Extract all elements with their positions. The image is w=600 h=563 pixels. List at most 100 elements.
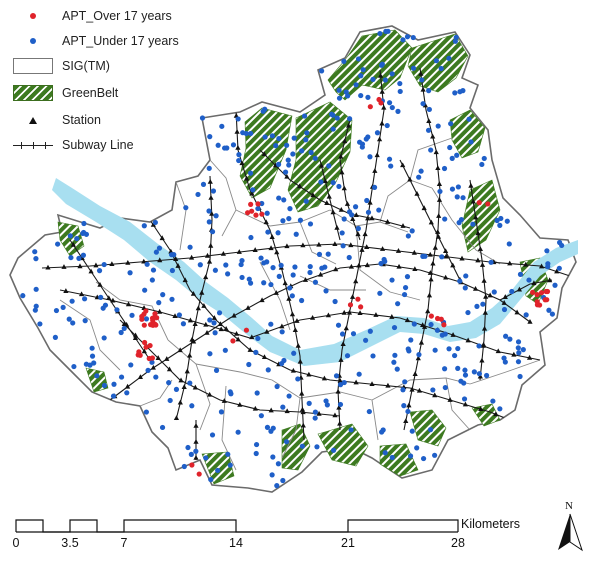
apt-under-point (333, 373, 340, 379)
station-marker (282, 280, 288, 286)
apt-under-point (101, 335, 107, 341)
station-marker (247, 347, 253, 352)
apt-under-point (269, 472, 275, 478)
station-marker (263, 219, 269, 225)
apt-under-point (52, 334, 58, 340)
apt-under-point (270, 265, 276, 271)
apt-under-point (506, 241, 512, 247)
apt-under-point (152, 219, 158, 226)
apt-under-point (167, 397, 173, 404)
apt-under-point (156, 300, 162, 306)
station-marker (531, 280, 537, 286)
apt-under-point (379, 61, 385, 67)
apt-under-point (337, 401, 344, 408)
apt-under-point (339, 331, 346, 337)
apt-under-point (433, 58, 440, 64)
apt-under-point (502, 359, 508, 365)
apt-under-point (222, 347, 228, 353)
apt-under-point (365, 209, 372, 215)
apt-under-point (504, 218, 510, 224)
station-marker (487, 292, 493, 298)
station-marker (294, 318, 300, 323)
apt-under-point (250, 187, 256, 193)
apt-under-point (470, 221, 476, 227)
apt-over-point (358, 304, 364, 310)
apt-under-point (454, 194, 460, 200)
apt-under-point (364, 197, 370, 204)
station-marker (433, 149, 439, 155)
station-marker (443, 248, 449, 254)
apt-under-point (383, 28, 389, 34)
north-label: N (565, 500, 573, 512)
apt-under-point (314, 444, 320, 450)
apt-under-point (224, 145, 230, 151)
apt-under-point (265, 367, 271, 373)
apt-under-point (323, 398, 329, 404)
station-marker (426, 118, 432, 124)
station-marker (514, 309, 520, 315)
apt-under-point (517, 271, 524, 277)
apt-under-point (405, 233, 411, 239)
station-marker (137, 374, 143, 379)
station-marker (364, 244, 370, 250)
apt-under-point (129, 312, 135, 318)
apt-under-point (297, 217, 304, 223)
legend-subway: Subway Line (8, 135, 134, 155)
apt-under-point (280, 218, 286, 224)
apt-under-point (434, 327, 440, 333)
apt-under-point (523, 312, 529, 318)
apt-under-point (549, 311, 556, 317)
station-marker (206, 258, 213, 264)
apt-under-point (374, 130, 381, 136)
apt-under-point (142, 287, 148, 293)
station-marker (106, 295, 112, 301)
hatch-icon (13, 85, 53, 101)
apt-under-point (382, 77, 388, 83)
apt-under-point (420, 455, 427, 462)
apt-under-point (225, 451, 231, 457)
apt-under-point (212, 330, 218, 336)
station-marker (175, 263, 181, 268)
station-marker (318, 162, 325, 168)
apt-over-point (136, 349, 142, 355)
station-marker (268, 245, 274, 251)
station-marker (356, 262, 362, 268)
station-marker (348, 242, 354, 248)
station-marker (159, 235, 165, 241)
apt-under-point (281, 197, 287, 203)
station-marker (333, 266, 339, 272)
station-marker (252, 247, 258, 252)
apt-under-point (388, 163, 394, 169)
apt-under-point (366, 408, 372, 415)
apt-under-point (169, 267, 176, 274)
apt-under-point (223, 262, 229, 268)
apt-under-point (243, 130, 249, 137)
north-arrow: N (556, 500, 584, 552)
apt-under-point (33, 286, 39, 292)
station-marker (77, 263, 83, 269)
station-marker (403, 418, 409, 424)
station-marker (428, 276, 434, 282)
apt-under-point (416, 352, 422, 358)
station-marker (268, 407, 274, 413)
apt-under-point (239, 274, 245, 281)
station-marker (284, 243, 290, 249)
station-marker (173, 256, 179, 261)
apt-over-point (143, 344, 149, 350)
apt-under-point (219, 123, 225, 129)
apt-under-point (187, 244, 193, 250)
scale-tick-0: 0 (12, 536, 20, 550)
station-marker (526, 354, 533, 360)
legend-station: Station (8, 110, 101, 130)
station-marker (189, 336, 195, 342)
station-marker (465, 337, 471, 343)
station-marker (523, 261, 529, 267)
apt-over-point (141, 322, 147, 328)
station-marker (332, 412, 338, 418)
station-marker (516, 286, 523, 292)
apt-under-point (453, 34, 459, 40)
station-marker (110, 297, 116, 303)
apt-under-point (365, 134, 371, 140)
apt-under-point (479, 161, 485, 168)
apt-over-point (245, 210, 251, 216)
